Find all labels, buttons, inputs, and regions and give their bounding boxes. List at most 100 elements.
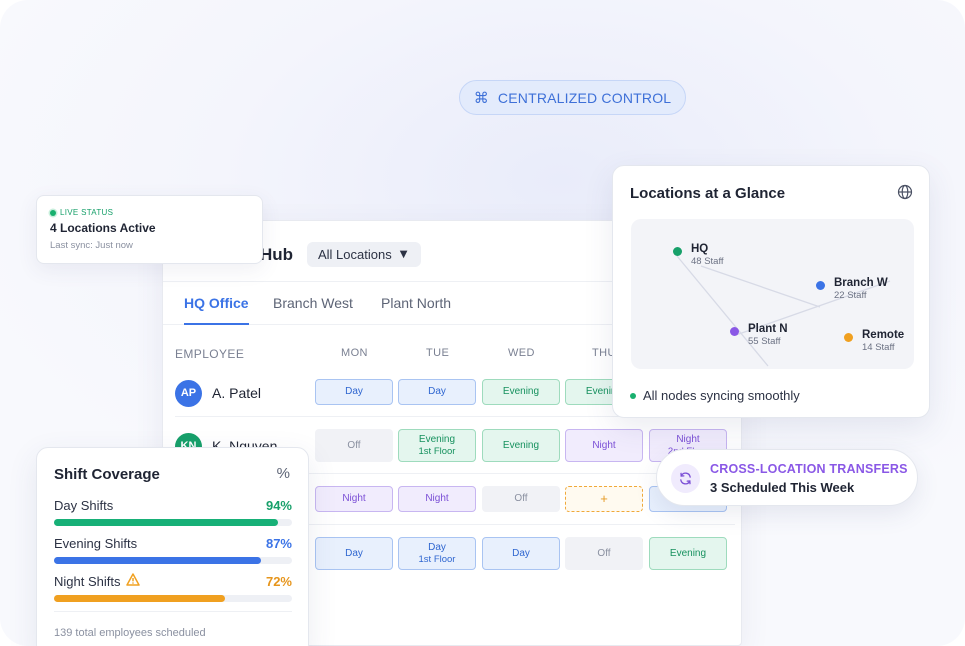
avatar: AP [175, 379, 202, 407]
shift-cell[interactable]: Evening 1st Floor [398, 429, 476, 462]
shift-cell[interactable]: Day [315, 379, 393, 405]
row-divider [175, 473, 735, 474]
transfers-card[interactable]: CROSS-LOCATION TRANSFERS 3 Scheduled Thi… [656, 449, 918, 506]
shift-label: Evening [585, 386, 623, 397]
shift-label: Evening [418, 433, 456, 445]
shift-cell[interactable]: Evening [482, 429, 560, 462]
shift-cell[interactable]: Off [565, 537, 643, 570]
transfers-label: CROSS-LOCATION TRANSFERS [710, 462, 908, 476]
shift-label: Evening [502, 439, 540, 451]
row-divider [175, 524, 735, 525]
row-divider [175, 416, 735, 417]
percent-icon: % [276, 465, 290, 482]
shift-label: Day [512, 547, 530, 559]
shift-cell[interactable]: Day [315, 537, 393, 570]
column-header-employee: EMPLOYEE [175, 347, 245, 361]
last-sync-text: Last sync: Just now [50, 240, 133, 251]
live-status-title: 4 Locations Active [50, 221, 156, 235]
metric-value: 87% [265, 536, 292, 551]
node-name: Plant N [748, 323, 788, 335]
shift-label: Night [342, 493, 366, 504]
plant-dot-icon [730, 327, 739, 336]
shift-label: Off [597, 547, 611, 559]
shift-cell[interactable]: Night [315, 486, 393, 512]
live-status-label-text: LIVE STATUS [60, 208, 114, 217]
add-shift-button[interactable]: + [565, 486, 643, 512]
sync-status-text: All nodes syncing smoothly [643, 388, 800, 403]
total-employees-text: 139 total employees scheduled [54, 627, 206, 639]
metric-label: Evening Shifts [54, 536, 138, 551]
tab-plant-north[interactable]: Plant North [381, 295, 452, 311]
progress-fill [54, 557, 262, 564]
progress-track [54, 519, 292, 526]
tab-hq-office[interactable]: HQ Office [184, 295, 249, 325]
metric-day-shifts: Day Shifts 94% [54, 498, 292, 526]
column-header-tue: TUE [426, 347, 450, 359]
remote-dot-icon [844, 333, 853, 342]
shift-label: + [600, 491, 608, 506]
metric-night-shifts: Night Shifts 72% [54, 573, 292, 602]
shift-cell[interactable]: Day [482, 537, 560, 570]
map-node-branch-w[interactable]: Branch W 22 Staff [816, 277, 888, 301]
globe-icon[interactable] [897, 184, 913, 205]
progress-fill [54, 595, 226, 602]
shift-cell[interactable]: Day 1st Floor [398, 537, 476, 570]
node-staff: 55 Staff [748, 336, 781, 347]
live-dot-icon [50, 209, 56, 216]
divider [54, 611, 292, 612]
column-header-wed: WED [508, 347, 535, 359]
shift-cell[interactable]: Day [398, 379, 476, 405]
centralized-control-pill: ⌘ CENTRALIZED CONTROL [459, 80, 686, 115]
shift-label: Night [425, 493, 449, 504]
shift-label: Off [347, 439, 361, 451]
location-select-value: All Locations [318, 247, 392, 262]
node-name: Remote [862, 329, 905, 341]
tab-branch-west[interactable]: Branch West [273, 295, 353, 311]
map-node-plant-n[interactable]: Plant N 55 Staff [730, 323, 788, 347]
progress-fill [54, 519, 278, 526]
metric-evening-shifts: Evening Shifts 87% [54, 536, 292, 564]
progress-track [54, 595, 292, 602]
shift-cell[interactable]: Evening [482, 379, 560, 405]
shift-floor: 1st Floor [418, 553, 456, 565]
status-dot-icon [630, 392, 636, 399]
hq-dot-icon [673, 247, 682, 256]
node-staff: 22 Staff [834, 290, 867, 301]
shift-label: Evening [502, 386, 540, 397]
column-header-mon: MON [341, 347, 368, 359]
transfers-value: 3 Scheduled This Week [710, 480, 855, 495]
metric-value: 72% [265, 573, 292, 589]
live-status-card: LIVE STATUS 4 Locations Active Last sync… [36, 195, 263, 264]
shift-label: Off [514, 493, 528, 504]
shift-cell[interactable]: Evening [649, 537, 727, 570]
map-node-hq[interactable]: HQ 48 Staff [673, 243, 724, 267]
node-staff: 48 Staff [691, 256, 724, 267]
shift-cell[interactable]: Night [398, 486, 476, 512]
node-staff: 14 Staff [862, 342, 895, 353]
sync-status: All nodes syncing smoothly [630, 388, 800, 403]
warning-icon [126, 573, 141, 589]
shift-floor: 1st Floor [418, 445, 456, 457]
shift-coverage-card: Shift Coverage % Day Shifts 94% Evening S… [36, 447, 309, 646]
progress-track [54, 557, 292, 564]
shift-label: Night [592, 439, 616, 451]
node-name: HQ [691, 243, 709, 255]
command-icon: ⌘ [473, 88, 489, 107]
locations-title: Locations at a Glance [630, 185, 786, 202]
employee-row[interactable]: AP A. Patel [175, 371, 261, 415]
shift-cell[interactable]: Night [565, 429, 643, 462]
shift-cell[interactable]: Off [315, 429, 393, 462]
map-connections [676, 255, 891, 367]
location-tabs: HQ Office Branch West Plant North [163, 281, 741, 325]
shift-label: Night [676, 433, 700, 445]
chevron-down-icon: ▼ [399, 249, 408, 260]
employee-name: A. Patel [212, 385, 262, 401]
shift-label: Day [345, 547, 363, 559]
shift-label: Day [428, 386, 446, 397]
location-select[interactable]: All Locations ▼ [307, 242, 422, 267]
map-node-remote[interactable]: Remote 14 Staff [844, 329, 904, 353]
metric-label: Night Shifts [54, 573, 121, 589]
refresh-icon [671, 464, 700, 493]
shift-cell[interactable]: Off [482, 486, 560, 512]
column-header-thu: THU [592, 347, 616, 359]
